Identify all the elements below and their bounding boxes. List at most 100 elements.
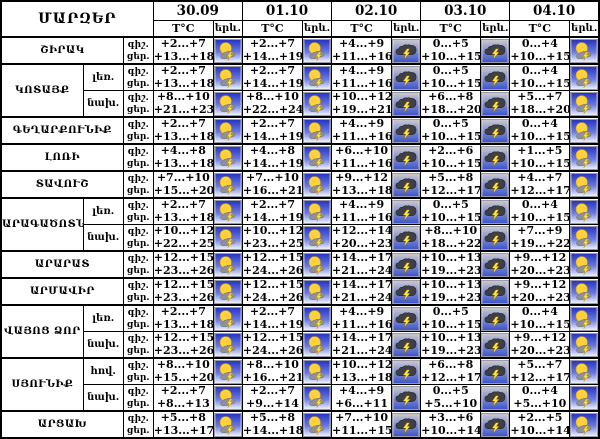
- phenomena-cell: [212, 357, 243, 385]
- temp-cell: +6...+10 +11...+16: [331, 143, 393, 172]
- temp-cell: +2...+5 +10...+14: [509, 410, 571, 439]
- phenomena-cell: [569, 304, 600, 332]
- temp-cell: +2...+7 +14...+19: [241, 63, 303, 91]
- date-header: 01.10: [241, 0, 333, 21]
- phenomena-cell: [212, 36, 243, 65]
- temp-cell: +10...+13 +19...+23: [420, 331, 482, 359]
- phenomena-cell: [480, 410, 511, 439]
- night-temp: +2...+7: [249, 305, 296, 318]
- night-temp: +9...+12: [513, 331, 567, 344]
- day-temp: +18...+20: [510, 102, 571, 116]
- temp-cell: +4...+9 +11...+16: [331, 197, 393, 225]
- day-temp: +13...+18: [153, 76, 215, 90]
- day-temp: +22...+25: [153, 236, 215, 250]
- temp-cell: +2...+7 +8...+13: [152, 384, 214, 412]
- thundercloud-icon: [392, 38, 421, 63]
- night-temp: 0...+5: [432, 64, 469, 77]
- sun-cloud-lightning-icon: [213, 279, 242, 304]
- zone-label: հով.: [82, 357, 124, 385]
- night-temp: +2...+7: [249, 384, 296, 397]
- sun-cloud-lightning-icon: [570, 385, 599, 410]
- region-name: ՍՅՈՒՆԻՔ: [0, 357, 84, 412]
- night-temp: +5...+8: [160, 411, 206, 424]
- temp-cell: +6...+8 +18...+20: [420, 90, 482, 118]
- thundercloud-icon: [392, 225, 421, 250]
- temp-cell: 0...+5 +5...+10: [420, 384, 482, 412]
- thundercloud-icon: [481, 91, 510, 116]
- day-temp: +16...+21: [242, 183, 304, 197]
- date-header: 04.10: [509, 0, 600, 21]
- day-label: ցեր.: [126, 158, 150, 169]
- day-label: ցեր.: [126, 372, 150, 383]
- phenomena-cell: [391, 331, 422, 359]
- phenomena-cell: [480, 277, 511, 306]
- phenomena-cell: [480, 143, 511, 172]
- temp-header: T°C: [331, 19, 393, 38]
- day-temp: +13...+18: [153, 317, 215, 331]
- temp-cell: +4...+9 +11...+16: [331, 304, 393, 332]
- phenomena-cell: [391, 250, 422, 279]
- day-temp: +23...+26: [153, 290, 215, 304]
- phenomena-cell: [301, 197, 333, 225]
- temp-cell: +10...+12 +23...+25: [241, 224, 303, 252]
- day-temp: +10...+15: [421, 49, 482, 63]
- temp-header: T°C: [152, 19, 214, 38]
- day-temp: +24...+26: [242, 343, 304, 357]
- night-temp: +10...+12: [332, 358, 393, 371]
- region-name: ՇԻՐԱԿ: [0, 36, 124, 65]
- night-label: գիշ.: [127, 333, 149, 344]
- sun-cloud-lightning-icon: [213, 225, 242, 250]
- thundercloud-icon: [392, 385, 421, 410]
- temp-cell: +9...+12 +13...+18: [331, 170, 393, 199]
- phenomena-cell: [569, 63, 600, 91]
- table-row: ԳԵՂԱՐՔՈՒՆԻՔ գիշ. ցեր. +2...+7 +13...+18 +2...…: [0, 116, 600, 145]
- region-name: ԱՐՑԱԽ: [0, 410, 124, 439]
- phenomena-cell: [391, 277, 422, 306]
- temp-cell: +10...+12 +13...+18: [331, 357, 393, 385]
- sun-cloud-lightning-icon: [303, 332, 331, 357]
- phenomena-cell: [301, 277, 333, 306]
- phenomena-cell: [569, 116, 600, 145]
- day-label: ցեր.: [126, 51, 150, 62]
- thundercloud-icon: [481, 38, 510, 63]
- temp-cell: +4...+9 +11...+16: [331, 36, 393, 65]
- zone-label: նախ.: [82, 90, 124, 118]
- day-label: ցեր.: [126, 238, 150, 249]
- day-temp: +10...+15: [510, 76, 571, 90]
- night-temp: +5...+7: [517, 358, 563, 371]
- thundercloud-icon: [392, 279, 421, 304]
- night-temp: +4...+8: [160, 144, 206, 157]
- night-temp: 0...+4: [521, 384, 558, 397]
- night-label: գիշ.: [127, 360, 149, 371]
- region-name: ԿՈՏԱՅՔ: [0, 63, 84, 118]
- day-label: ցեր.: [126, 265, 150, 276]
- night-temp: +8...+10: [156, 358, 210, 371]
- day-temp: +19...+23: [421, 343, 482, 357]
- temp-cell: +9...+12 +20...+23: [509, 331, 571, 359]
- sun-cloud-lightning-icon: [303, 252, 331, 277]
- phenomena-cell: [212, 410, 243, 439]
- temp-cell: +12...+15 +24...+26: [241, 250, 303, 279]
- night-temp: +10...+13: [421, 331, 482, 344]
- phenomena-cell: [212, 63, 243, 91]
- night-temp: +9...+12: [335, 171, 389, 184]
- temp-cell: +4...+7 +12...+17: [509, 170, 571, 199]
- thundercloud-icon: [481, 279, 510, 304]
- night-temp: +2...+7: [249, 37, 296, 50]
- sun-cloud-lightning-icon: [570, 118, 599, 143]
- sun-cloud-lightning-icon: [570, 145, 599, 170]
- zone-label: լեռ.: [82, 304, 124, 332]
- phenomena-cell: [569, 357, 600, 385]
- day-temp: +14...+19: [242, 317, 304, 331]
- night-temp: 0...+4: [521, 37, 558, 50]
- temp-cell: +4...+9 +11...+16: [331, 63, 393, 91]
- phenomena-cell: [212, 331, 243, 359]
- thundercloud-icon: [392, 332, 421, 357]
- temp-cell: +8...+10 +18...+22: [420, 224, 482, 252]
- temp-cell: +14...+17 +21...+24: [331, 277, 393, 306]
- phenomena-cell: [569, 36, 600, 65]
- table-row: ԼՈՌԻ գիշ. ցեր. +4...+8 +13...+18 +4...+8 +14..…: [0, 143, 600, 172]
- sun-cloud-lightning-icon: [213, 65, 242, 90]
- period-labels: գիշ. ցեր.: [122, 304, 154, 332]
- sun-cloud-lightning-icon: [213, 385, 242, 410]
